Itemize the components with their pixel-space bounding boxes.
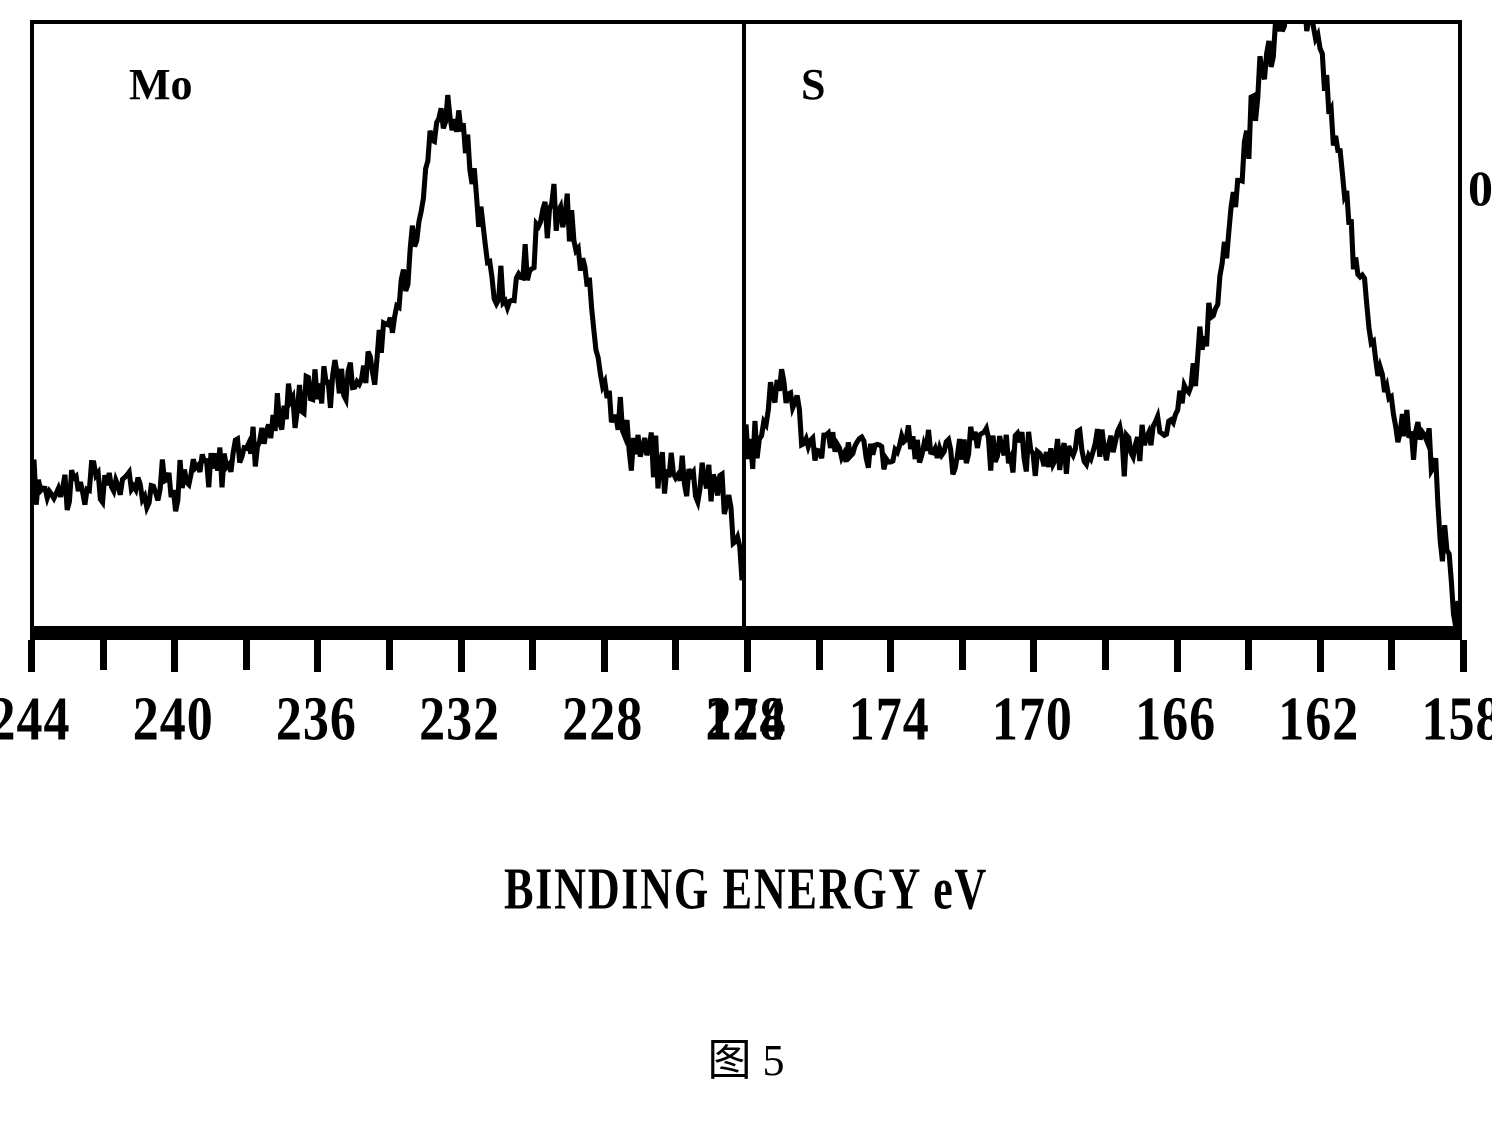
figure-caption: 图 5 xyxy=(30,1024,1462,1088)
tick-major xyxy=(601,640,608,672)
panel-s: S 0 xyxy=(746,20,1462,640)
panel-mo: Mo xyxy=(30,20,746,640)
tick-major xyxy=(28,640,35,672)
tick-label: 236 xyxy=(276,684,357,755)
spectrum-mo xyxy=(34,24,742,626)
tick-label: 228 xyxy=(562,684,643,755)
chart-panels: Mo S 0 xyxy=(30,20,1462,640)
tick-label: 240 xyxy=(133,684,214,755)
tick-major xyxy=(1460,640,1467,672)
tick-minor xyxy=(816,640,823,670)
tick-label: 178 xyxy=(706,684,787,755)
tick-label: 162 xyxy=(1278,684,1359,755)
x-axis-tick-labels: 244240236232228224178174170166162158 xyxy=(30,690,1462,760)
tick-major xyxy=(744,640,751,672)
panel-mo-label: Mo xyxy=(129,59,193,110)
tick-major xyxy=(887,640,894,672)
spectrum-s xyxy=(746,24,1458,626)
tick-major xyxy=(171,640,178,672)
panel-s-label: S xyxy=(801,59,825,110)
tick-minor xyxy=(1388,640,1395,670)
tick-label: 166 xyxy=(1135,684,1216,755)
tick-major xyxy=(1030,640,1037,672)
tick-minor xyxy=(1245,640,1252,670)
x-axis-label: BINDING ENERGY eV xyxy=(137,856,1354,924)
tick-minor xyxy=(959,640,966,670)
tick-minor xyxy=(243,640,250,670)
tick-major xyxy=(458,640,465,672)
right-axis-marker: 0 xyxy=(1468,159,1492,217)
tick-minor xyxy=(100,640,107,670)
tick-label: 158 xyxy=(1422,684,1492,755)
x-axis-ticks xyxy=(30,640,1462,680)
tick-label: 174 xyxy=(849,684,930,755)
tick-label: 232 xyxy=(419,684,500,755)
tick-major xyxy=(1317,640,1324,672)
tick-minor xyxy=(529,640,536,670)
tick-minor xyxy=(672,640,679,670)
tick-minor xyxy=(1102,640,1109,670)
tick-label: 170 xyxy=(992,684,1073,755)
tick-major xyxy=(314,640,321,672)
tick-label: 244 xyxy=(0,684,71,755)
figure-container: Mo S 0 244240236232228224178174170166162… xyxy=(30,20,1462,1120)
tick-major xyxy=(1174,640,1181,672)
tick-minor xyxy=(386,640,393,670)
